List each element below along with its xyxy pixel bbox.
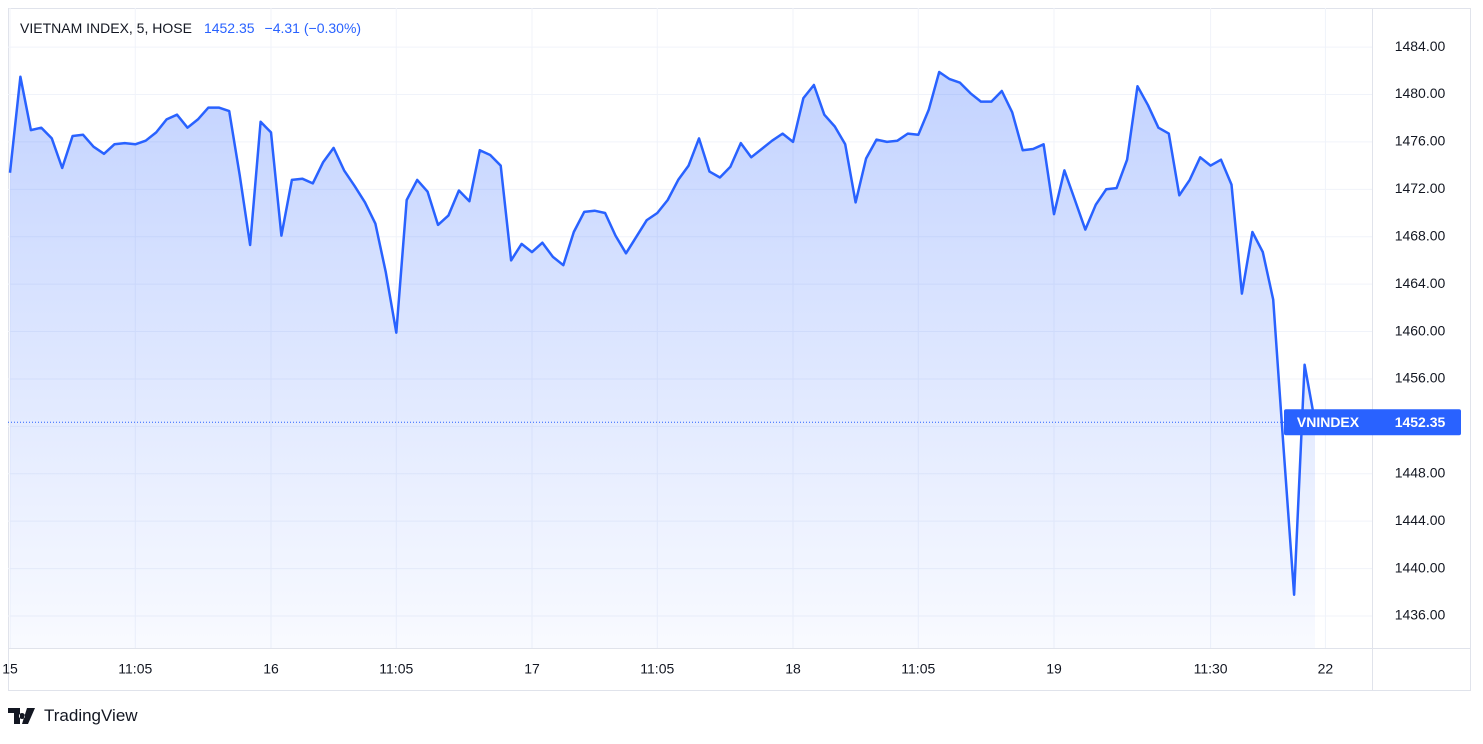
brand-logo — [8, 708, 35, 724]
change: −4.31 (−0.30%) — [264, 20, 362, 36]
y-tick-label: 1464.00 — [1395, 275, 1446, 291]
chart-frame — [8, 8, 1471, 691]
y-tick-label: 1480.00 — [1395, 85, 1446, 101]
y-tick-label: 1448.00 — [1395, 464, 1446, 480]
last-value: 1452.35 — [203, 20, 255, 36]
x-tick-label: 16 — [263, 661, 279, 677]
series-name-label: VNINDEX — [1297, 414, 1360, 430]
x-tick-label: 19 — [1046, 661, 1062, 677]
axes: 1436.001440.001444.001448.001452.001456.… — [2, 38, 1461, 677]
y-tick-label: 1468.00 — [1395, 227, 1446, 243]
y-tick-label: 1444.00 — [1395, 512, 1446, 528]
brand: TradingView — [8, 706, 138, 726]
y-tick-label: 1484.00 — [1395, 38, 1446, 54]
area-fill — [10, 72, 1315, 648]
chart-title: VIETNAM INDEX, 5, HOSE — [20, 20, 192, 36]
y-tick-label: 1456.00 — [1395, 370, 1446, 386]
plot-area — [8, 70, 1372, 648]
y-tick-label: 1436.00 — [1395, 607, 1446, 623]
price-line — [8, 70, 1317, 596]
x-tick-label: 11:05 — [901, 661, 935, 677]
x-tick-label: 11:05 — [379, 661, 413, 677]
last-price-badge — [1284, 409, 1461, 436]
x-tick-label: 11:05 — [118, 661, 152, 677]
brand-name: TradingView — [44, 706, 138, 725]
y-tick-label: 1460.00 — [1395, 322, 1446, 338]
x-tick-label: 17 — [524, 661, 540, 677]
x-tick-label: 18 — [785, 661, 801, 677]
y-tick-label: 1440.00 — [1395, 559, 1446, 575]
y-tick-label: 1472.00 — [1395, 180, 1446, 196]
last-price-label: 1452.35 — [1395, 414, 1446, 430]
x-tick-label: 15 — [2, 661, 18, 677]
x-tick-label: 11:30 — [1194, 661, 1228, 677]
x-tick-label: 22 — [1318, 661, 1334, 677]
x-tick-label: 11:05 — [640, 661, 674, 677]
y-tick-label: 1476.00 — [1395, 133, 1446, 149]
header: VIETNAM INDEX, 5, HOSE 1452.35 −4.31 (−0… — [20, 20, 361, 36]
